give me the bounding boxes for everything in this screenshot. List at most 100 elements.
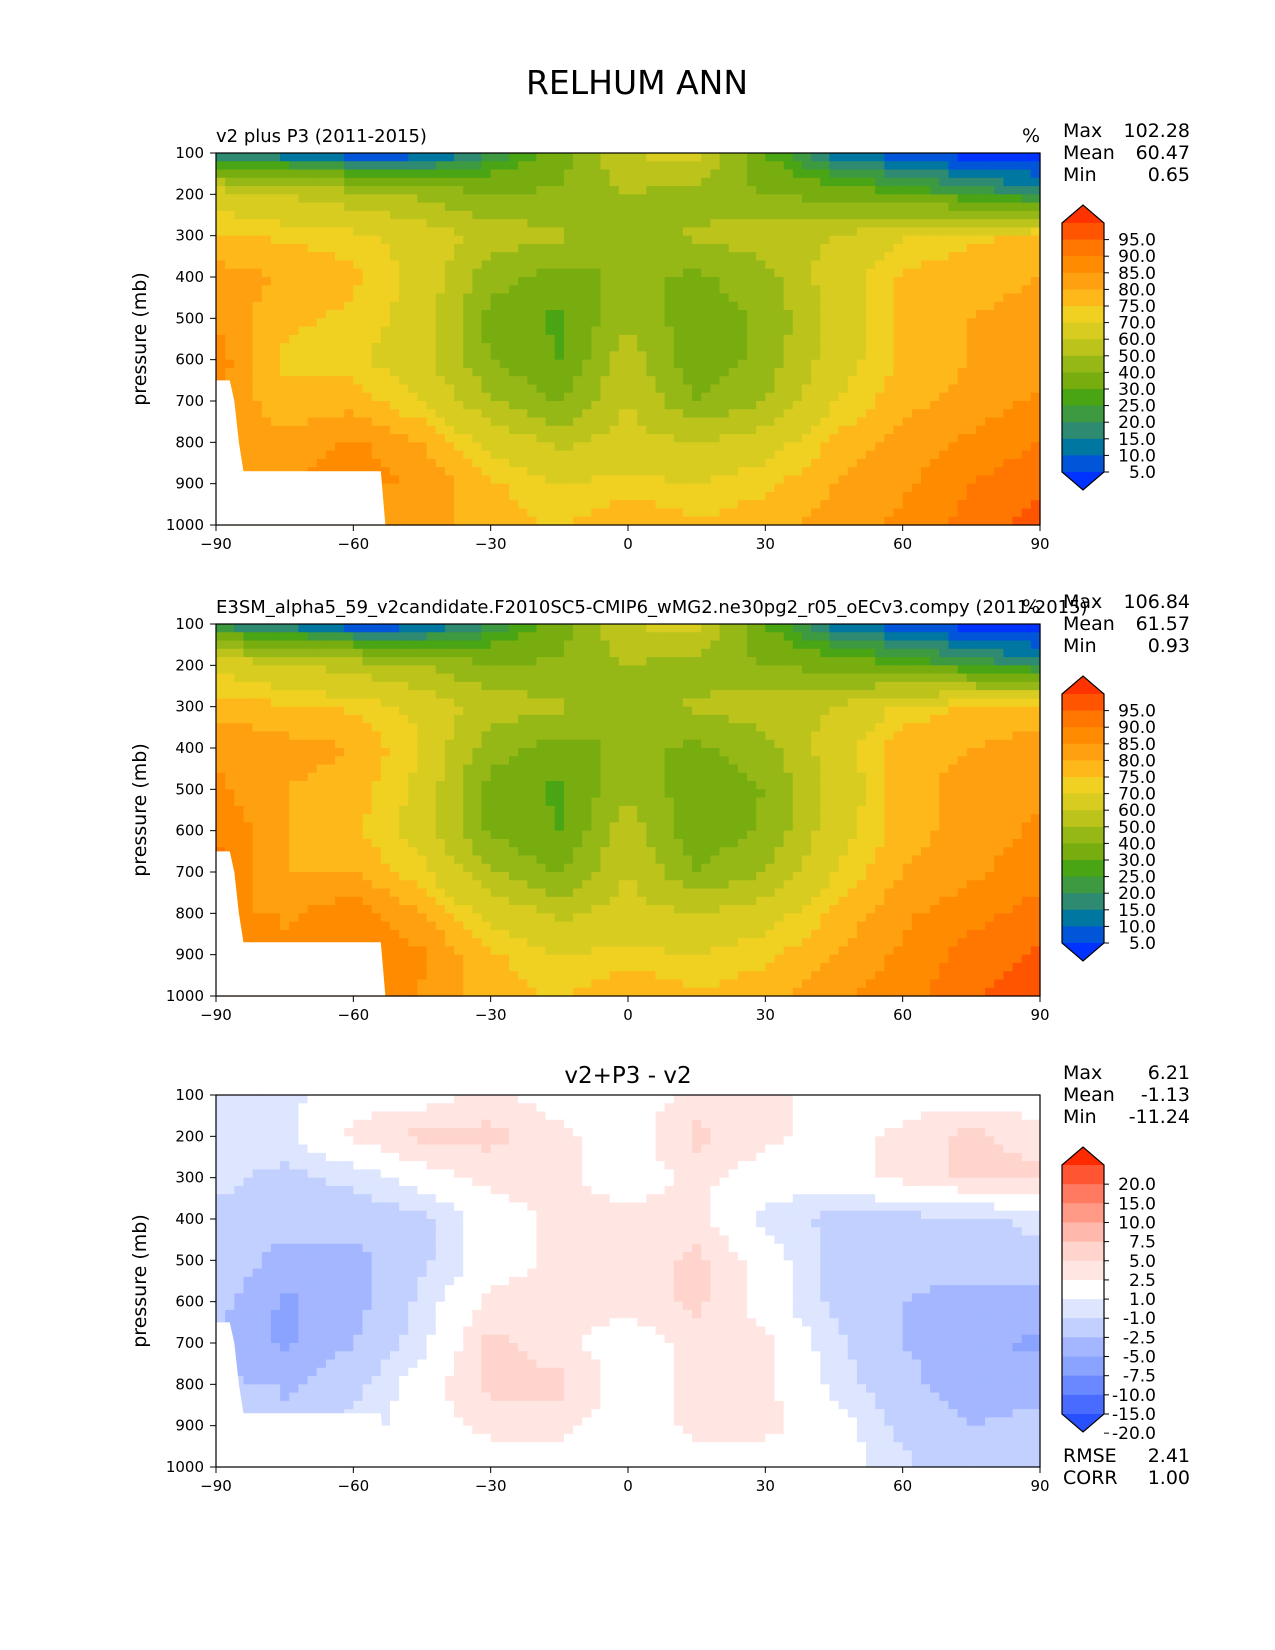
field-cell: [389, 640, 400, 650]
field-cell: [920, 210, 931, 220]
field-cell: [1021, 673, 1032, 683]
field-cell: [518, 442, 528, 452]
field-cell: [490, 367, 501, 377]
field-cell: [563, 417, 574, 427]
field-cell: [829, 483, 840, 493]
field-cell: [463, 153, 473, 162]
field-cell: [554, 177, 565, 187]
field-cell: [270, 343, 281, 352]
field-cell: [939, 334, 950, 344]
field-cell: [371, 210, 382, 220]
field-cell: [884, 384, 895, 394]
field-cell: [682, 458, 693, 468]
field-cell: [1021, 219, 1032, 228]
field-cell: [573, 376, 583, 386]
field-cell: [591, 367, 602, 377]
field-cell: [563, 367, 574, 377]
field-cell: [957, 475, 968, 485]
field-cell: [783, 153, 794, 162]
field-cell: [426, 401, 437, 410]
field-cell: [444, 367, 455, 377]
field-cell: [600, 409, 611, 419]
field-cell: [508, 500, 519, 510]
field-cell: [628, 210, 638, 220]
field-cell: [582, 219, 592, 228]
field-cell: [261, 392, 272, 402]
field-cell: [417, 186, 428, 195]
field-cell: [747, 442, 757, 452]
field-cell: [673, 260, 684, 270]
field-cell: [426, 359, 437, 369]
field-cell: [939, 293, 950, 303]
field-cell: [902, 508, 913, 518]
field-cell: [811, 483, 821, 493]
field-cell: [463, 161, 473, 171]
field-cell: [591, 640, 602, 650]
field-cell: [811, 153, 821, 162]
field-cell: [499, 219, 510, 228]
field-cell: [966, 334, 977, 344]
field-cell: [618, 483, 629, 493]
field-cell: [545, 690, 556, 699]
field-cell: [920, 177, 931, 187]
field-cell: [618, 260, 629, 270]
field-cell: [701, 235, 711, 245]
field-cell: [847, 177, 858, 187]
field-cell: [682, 351, 693, 361]
field-cell: [783, 690, 794, 699]
field-cell: [801, 285, 812, 295]
field-cell: [408, 260, 419, 270]
field-cell: [389, 227, 400, 237]
field-cell: [426, 384, 437, 394]
field-cell: [417, 194, 428, 204]
field-cell: [801, 235, 812, 245]
field-cell: [628, 442, 638, 452]
field-cell: [618, 401, 629, 410]
field-cell: [664, 624, 675, 633]
field-cell: [527, 690, 538, 699]
field-cell: [673, 458, 684, 468]
field-cell: [463, 301, 473, 311]
field-cell: [380, 624, 391, 633]
field-cell: [316, 277, 327, 286]
field-cell: [380, 681, 391, 691]
field-cell: [399, 681, 409, 691]
field-cell: [307, 442, 318, 452]
field-cell: [847, 252, 858, 262]
field-cell: [408, 475, 419, 485]
field-cell: [994, 690, 1004, 699]
field-cell: [289, 153, 299, 162]
field-cell: [792, 425, 803, 435]
colorbar-label: 60.0: [1118, 330, 1156, 350]
field-cell: [1021, 243, 1032, 253]
field-cell: [472, 673, 483, 683]
field-cell: [701, 301, 711, 311]
field-cell: [728, 367, 739, 377]
field-cell: [472, 516, 483, 526]
field-cell: [655, 624, 666, 633]
field-cell: [948, 194, 959, 204]
field-cell: [692, 417, 702, 427]
field-cell: [618, 516, 629, 526]
field-cell: [563, 301, 574, 311]
field-cell: [325, 648, 336, 658]
field-cell: [618, 177, 629, 187]
field-cell: [673, 367, 684, 377]
field-cell: [966, 186, 977, 195]
field-cell: [682, 326, 693, 336]
field-cell: [902, 293, 913, 303]
field-cell: [792, 235, 803, 245]
field-cell: [344, 442, 354, 452]
field-cell: [948, 219, 959, 228]
field-cell: [820, 301, 831, 311]
field-cell: [362, 632, 373, 642]
field-cell: [371, 260, 382, 270]
field-cell: [591, 153, 602, 162]
field-cell: [536, 277, 547, 286]
field-cell: [902, 252, 913, 262]
field-cell: [866, 417, 876, 427]
field-cell: [1012, 235, 1023, 245]
field-cell: [1003, 260, 1014, 270]
field-cell: [948, 516, 959, 526]
field-cell: [820, 310, 831, 319]
